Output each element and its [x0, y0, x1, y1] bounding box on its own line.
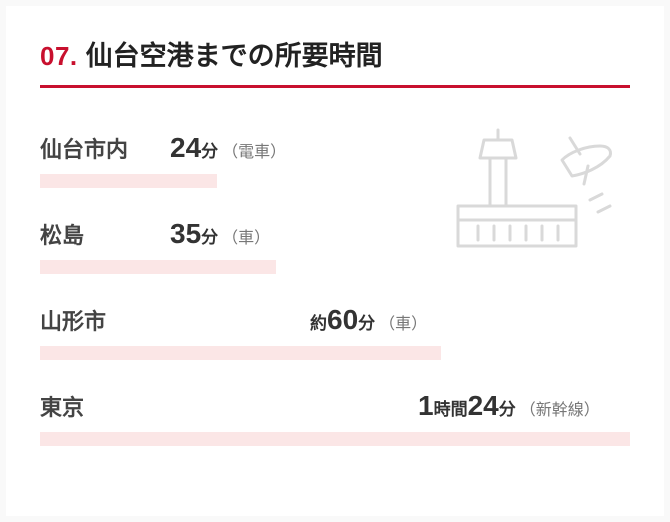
card-header: 07. 仙台空港までの所要時間 [40, 34, 630, 73]
header-rule [40, 85, 630, 88]
transport-mode: （新幹線） [520, 396, 600, 420]
row-label-line: 東京 1 時間 24 分 （新幹線） [40, 390, 630, 422]
transport-mode: （電車） [222, 138, 286, 162]
chart-bar [40, 346, 441, 360]
section-number: 07. [40, 41, 78, 72]
location-label: 仙台市内 [40, 132, 170, 164]
transport-mode: （車） [379, 310, 427, 334]
location-label: 山形市 [40, 304, 170, 336]
chart-bar [40, 260, 276, 274]
row-label-line: 山形市 約 60 分 （車） [40, 304, 630, 336]
section-title: 仙台空港までの所要時間 [86, 34, 383, 73]
chart-row: 松島 35 分 （車） [40, 218, 630, 274]
chart-row: 仙台市内 24 分 （電車） [40, 132, 630, 188]
travel-time-chart: 仙台市内 24 分 （電車） 松島 35 分 [40, 132, 630, 446]
location-label: 東京 [40, 390, 170, 422]
info-card: 07. 仙台空港までの所要時間 [6, 6, 664, 516]
chart-row: 東京 1 時間 24 分 （新幹線） [40, 390, 630, 446]
chart-row: 山形市 約 60 分 （車） [40, 304, 630, 360]
duration-value: 約 60 分 （車） [310, 304, 427, 336]
duration-value: 35 分 （車） [170, 218, 270, 250]
transport-mode: （車） [222, 224, 270, 248]
row-label-line: 松島 35 分 （車） [40, 218, 630, 250]
duration-value: 24 分 （電車） [170, 132, 286, 164]
row-label-line: 仙台市内 24 分 （電車） [40, 132, 630, 164]
chart-bar [40, 432, 630, 446]
chart-bar [40, 174, 217, 188]
duration-value: 1 時間 24 分 （新幹線） [418, 390, 600, 422]
location-label: 松島 [40, 218, 170, 250]
